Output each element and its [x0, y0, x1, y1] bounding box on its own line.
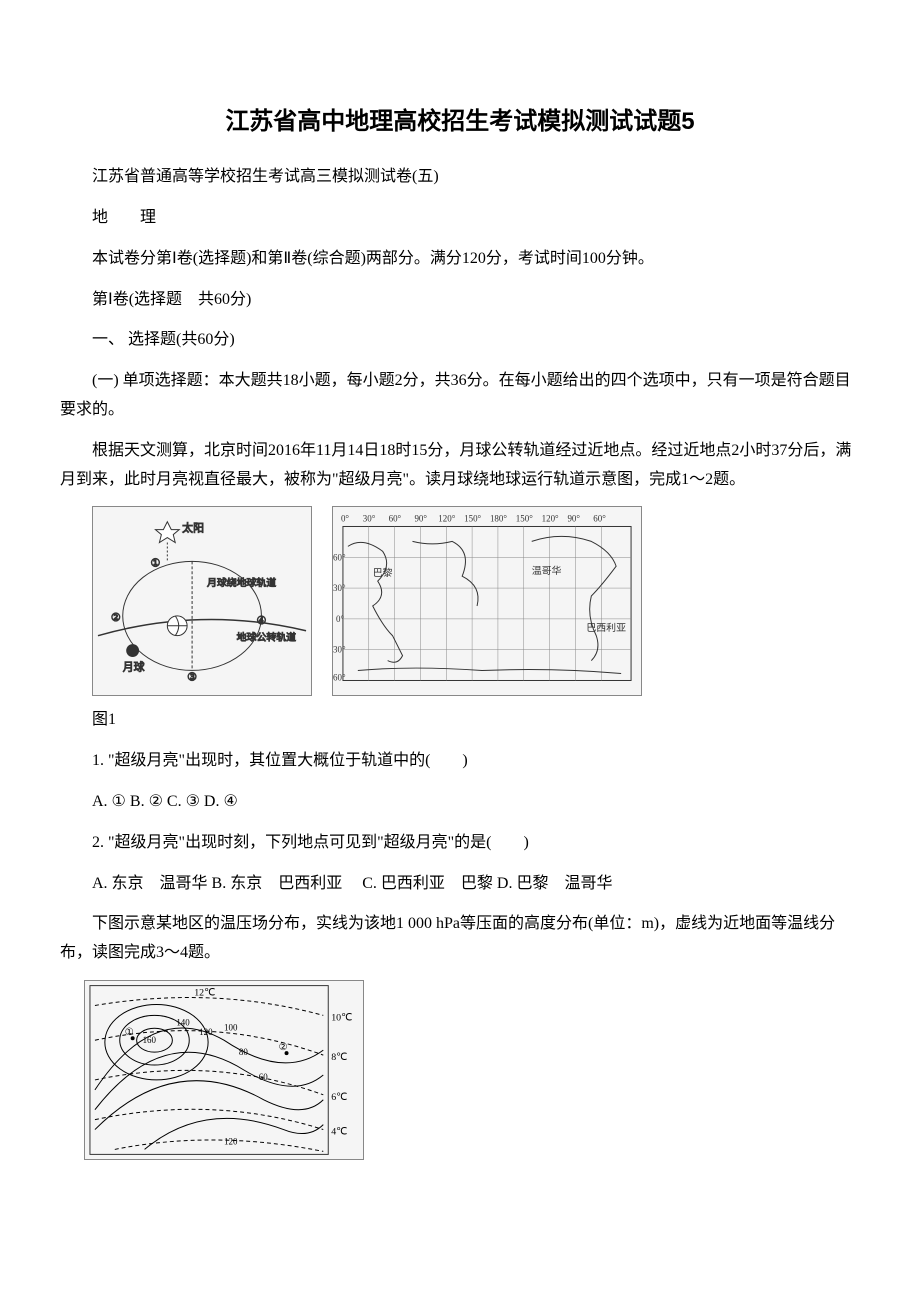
- lon-0: 0°: [341, 514, 349, 524]
- section1-header: 第Ⅰ卷(选择题 共60分): [60, 286, 860, 315]
- lat-2: 0°: [336, 614, 344, 624]
- lat-4: 60°: [333, 673, 346, 683]
- subject-line: 地 理: [60, 204, 860, 233]
- earth-orbit-label: 地球公转轨道: [237, 631, 296, 644]
- contour-140: 140: [176, 1017, 190, 1027]
- marker-2: ②: [111, 612, 121, 624]
- contour-120b: 120: [224, 1136, 238, 1146]
- context-para-2: 下图示意某地区的温压场分布，实线为该地1 000 hPa等压面的高度分布(单位：…: [60, 910, 860, 968]
- section1-desc: (一) 单项选择题：本大题共18小题，每小题2分，共36分。在每小题给出的四个选…: [60, 367, 860, 425]
- question-1: 1. "超级月亮"出现时，其位置大概位于轨道中的( ): [60, 747, 860, 776]
- sun-label: 太阳: [182, 522, 204, 535]
- contour-120: 120: [199, 1027, 213, 1037]
- marker-3: ③: [187, 672, 197, 684]
- lon-2: 60°: [389, 514, 402, 524]
- contour-100: 100: [224, 1022, 238, 1032]
- temp-4: 4℃: [331, 1126, 347, 1137]
- marker-4: ④: [257, 615, 267, 627]
- lat-1: 30°: [333, 583, 346, 593]
- moon-orbit-label: 月球绕地球轨道: [207, 576, 276, 589]
- lon-7: 150°: [516, 514, 533, 524]
- temp-8: 8℃: [331, 1052, 347, 1063]
- figure-1-label: 图1: [60, 706, 860, 735]
- lon-6: 180°: [490, 514, 507, 524]
- contour-160: 160: [143, 1035, 157, 1045]
- figure-row-1: 太阳 月球绕地球轨道 地球公转轨道 月球 ① ② ③ ④: [92, 506, 860, 696]
- temp-pressure-diagram: 12℃ 10℃ 8℃ 6℃ 4℃ 160 140 120 100 80 60 1…: [84, 980, 364, 1160]
- moon-orbit-diagram: 太阳 月球绕地球轨道 地球公转轨道 月球 ① ② ③ ④: [92, 506, 312, 696]
- contour-60: 60: [259, 1072, 268, 1082]
- lon-4: 120°: [438, 514, 455, 524]
- lon-10: 60°: [593, 514, 606, 524]
- marker-1: ①: [150, 558, 160, 570]
- temp-6: 6℃: [331, 1092, 347, 1103]
- world-map-diagram: 0° 30° 60° 90° 120° 150° 180° 150° 120° …: [332, 506, 642, 696]
- lon-3: 90°: [414, 514, 427, 524]
- city-vancouver: 温哥华: [532, 565, 562, 578]
- contour-80: 80: [239, 1047, 248, 1057]
- question-1-options: A. ① B. ② C. ③ D. ④: [60, 788, 860, 817]
- lon-9: 90°: [567, 514, 580, 524]
- section1-sub: 一、 选择题(共60分): [60, 326, 860, 355]
- question-2: 2. "超级月亮"出现时刻，下列地点可见到"超级月亮"的是( ): [60, 829, 860, 858]
- city-paris: 巴黎: [373, 567, 393, 580]
- city-brasilia: 巴西利亚: [586, 622, 626, 634]
- lat-3: 30°: [333, 645, 346, 655]
- page-title: 江苏省高中地理高校招生考试模拟测试试题5: [60, 100, 860, 143]
- temp-10: 10℃: [331, 1012, 352, 1023]
- lon-5: 150°: [464, 514, 481, 524]
- question-2-options: A. 东京 温哥华 B. 东京 巴西利亚 C. 巴西利亚 巴黎 D. 巴黎 温哥…: [60, 870, 860, 899]
- lon-8: 120°: [542, 514, 559, 524]
- lon-1: 30°: [363, 514, 376, 524]
- lat-0: 60°: [333, 553, 346, 563]
- context-para-1: 根据天文测算，北京时间2016年11月14日18时15分，月球公转轨道经过近地点…: [60, 437, 860, 495]
- subtitle: 江苏省普通高等学校招生考试高三模拟测试卷(五): [60, 163, 860, 192]
- instructions-text: 本试卷分第Ⅰ卷(选择题)和第Ⅱ卷(综合题)两部分。满分120分，考试时间100分…: [92, 250, 654, 267]
- instructions: 本试卷分第Ⅰ卷(选择题)和第Ⅱ卷(综合题)两部分。满分120分，考试时间100分…: [60, 245, 860, 274]
- temp-12: 12℃: [194, 987, 215, 998]
- moon-label: 月球: [123, 660, 145, 674]
